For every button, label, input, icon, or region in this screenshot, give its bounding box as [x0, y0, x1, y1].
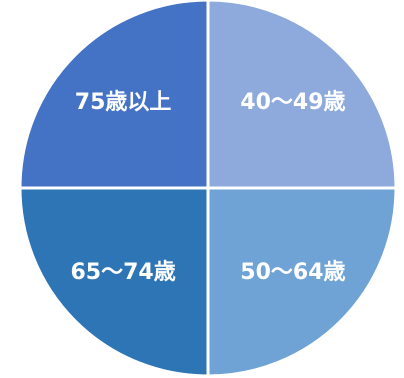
- pie-slices: [18, 0, 398, 378]
- slice-label-3: 75歳以上: [75, 90, 172, 115]
- pie-slice-3: [18, 0, 210, 190]
- slice-label-2: 65～74歳: [70, 260, 175, 285]
- slice-label-1: 50～64歳: [240, 260, 345, 285]
- pie-slice-1: [206, 186, 398, 378]
- pie-slice-0: [206, 0, 398, 190]
- pie-slice-2: [18, 186, 210, 378]
- pie-labels: 40～49歳 50～64歳 65～74歳 75歳以上: [70, 90, 345, 285]
- slice-label-0: 40～49歳: [240, 90, 345, 115]
